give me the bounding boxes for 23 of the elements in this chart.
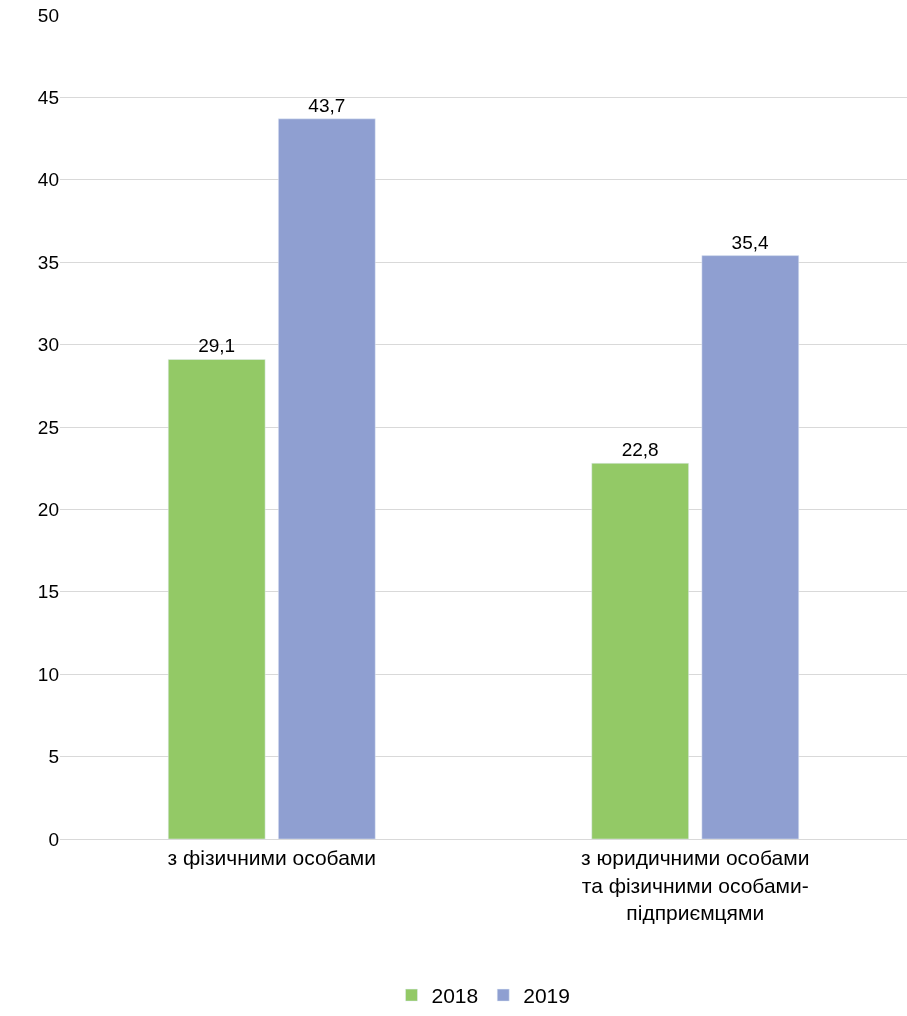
y-tick-label: 15 [37,581,59,603]
x-tick-label: з фізичними особами [167,846,377,870]
bar [701,255,799,839]
data-label: 35,4 [731,231,770,253]
data-label: 43,7 [308,94,346,116]
y-tick-label: 0 [48,828,59,850]
legend-label: 2018 [431,984,479,1008]
y-tick-label: 45 [37,87,59,109]
bar [591,463,689,839]
y-tick-label: 10 [37,663,59,685]
bar [168,359,266,839]
y-tick-label: 30 [37,334,59,356]
legend-label: 2019 [523,984,570,1008]
data-label: 22,8 [621,439,659,461]
x-tick-label: з юридичними особами та фізичними особами- підприємцями [581,846,810,924]
y-tick-label: 50 [37,4,59,26]
y-tick-label: 35 [37,251,59,273]
y-tick-label: 25 [37,416,59,438]
y-tick-label: 5 [48,746,59,768]
bar [278,118,376,839]
data-label: 29,1 [198,335,236,357]
y-tick-label: 20 [37,499,59,521]
y-tick-label: 40 [37,169,59,191]
